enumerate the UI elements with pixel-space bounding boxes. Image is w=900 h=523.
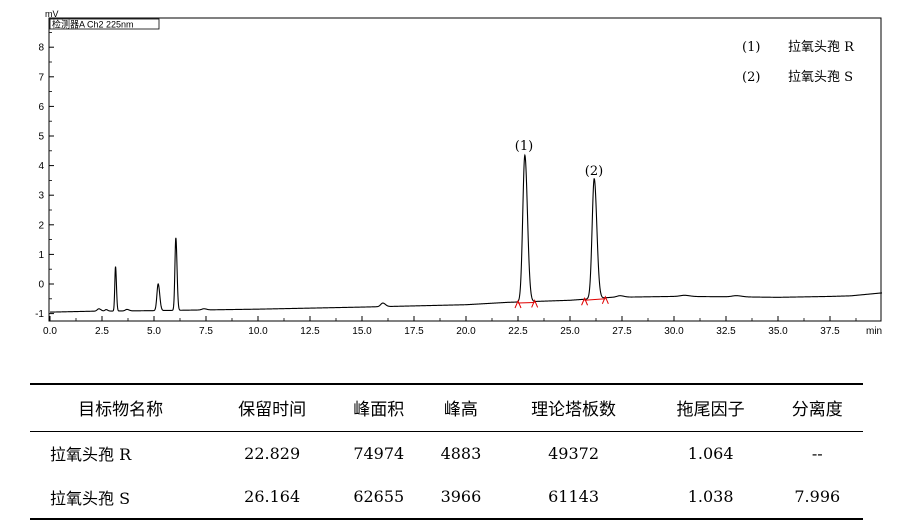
integration-mark (581, 296, 589, 306)
y-tick-label: -1 (35, 309, 44, 320)
x-tick-label: 30.0 (664, 326, 684, 337)
table-cell: 拉氧头孢 S (30, 475, 212, 520)
peak-label: (2) (585, 164, 603, 179)
table-row: 拉氧头孢 S 26.164 62655 3966 61143 1.038 7.996 (30, 475, 863, 520)
x-tick-label: 35.0 (768, 326, 788, 337)
column-header: 理论塔板数 (497, 383, 650, 432)
x-tick-label: 32.5 (716, 326, 736, 337)
legend-number: (2) (742, 70, 760, 85)
legend: (1) 拉氧头孢 R (2) 拉氧头孢 S (742, 40, 855, 85)
y-axis-unit: mV (45, 9, 59, 19)
table-cell: 4883 (440, 443, 482, 463)
x-tick-label: 7.5 (199, 326, 213, 337)
table-row: 拉氧头孢 R 22.829 74974 4883 49372 1.064 -- (30, 431, 863, 475)
results-table: 目标物名称 保留时间 峰面积 峰高 理论塔板数 拖尾因子 分离度 拉氧头孢 R 22.829 7… (30, 383, 863, 520)
table-cell: 61143 (497, 475, 650, 520)
x-tick-label: 12.5 (300, 326, 320, 337)
column-header: 拖尾因子 (649, 383, 772, 432)
table-cell: 1.038 (649, 475, 772, 520)
y-tick-label: 2 (38, 220, 44, 231)
table-header-row: 目标物名称 保留时间 峰面积 峰高 理论塔板数 拖尾因子 分离度 (30, 383, 863, 432)
table-cell: 1.064 (687, 443, 734, 463)
column-header: 分离度 (771, 383, 863, 432)
x-tick-label: 0.0 (43, 326, 57, 337)
column-header: 峰高 (424, 383, 498, 432)
x-axis-unit: min (866, 326, 882, 337)
peak-labels: (1) (2) (515, 139, 603, 179)
y-tick-label: 6 (38, 102, 44, 113)
x-tick-label: 22.5 (508, 326, 528, 337)
detector-label: 检测器A Ch2 225nm (52, 19, 134, 30)
x-tick-label: 20.0 (456, 326, 476, 337)
table-cell: 3966 (424, 475, 498, 520)
peak-label: (1) (515, 139, 533, 154)
table-cell: 62655 (333, 475, 425, 520)
integration-mark (514, 299, 522, 309)
x-tick-label: 17.5 (404, 326, 424, 337)
integration-mark (601, 295, 609, 304)
chromatogram-chart: -1 0 1 2 3 4 5 6 7 8 0.0 2.5 5.0 7.5 10.0 12.5 15.0 17.5… (35, 9, 883, 337)
table-cell: 22.829 (244, 443, 301, 463)
chromatogram-trace (50, 153, 883, 313)
x-axis-ticks: 0.0 2.5 5.0 7.5 10.0 12.5 15.0 17.5 20.0 22.5 25.0… (43, 316, 857, 337)
column-header: 目标物名称 (30, 383, 212, 432)
table-cell: -- (811, 443, 823, 463)
y-tick-label: 3 (38, 191, 44, 202)
plot-frame (48, 17, 882, 322)
x-tick-label: 25.0 (560, 326, 580, 337)
legend-number: (1) (742, 40, 760, 55)
legend-entry: 拉氧头孢 R (788, 40, 855, 55)
y-tick-label: 5 (38, 132, 44, 143)
integration-baseline (584, 298, 606, 301)
integration-baseline (517, 301, 535, 304)
column-header: 保留时间 (211, 383, 334, 432)
table-cell: 74974 (353, 443, 405, 463)
table-cell: 49372 (548, 443, 600, 463)
x-tick-label: 5.0 (147, 326, 161, 337)
legend-entry: 拉氧头孢 S (788, 70, 853, 85)
integration-baselines (514, 295, 609, 309)
integration-mark (531, 299, 539, 308)
y-tick-label: 0 (38, 280, 44, 291)
x-tick-label: 27.5 (612, 326, 632, 337)
y-tick-label: 8 (38, 43, 44, 54)
y-tick-label: 7 (38, 72, 44, 83)
x-tick-label: 37.5 (820, 326, 840, 337)
x-tick-label: 15.0 (352, 326, 372, 337)
y-axis-ticks: -1 0 1 2 3 4 5 6 7 8 (35, 32, 54, 320)
column-header: 峰面积 (333, 383, 425, 432)
table-cell: 26.164 (211, 475, 334, 520)
y-tick-label: 4 (38, 161, 44, 172)
x-tick-label: 10.0 (248, 326, 268, 337)
table-cell: 7.996 (771, 475, 863, 520)
x-tick-label: 2.5 (95, 326, 109, 337)
table-cell: 拉氧头孢 R (50, 445, 132, 465)
detector-label-box (49, 18, 160, 30)
y-tick-label: 1 (38, 250, 44, 261)
